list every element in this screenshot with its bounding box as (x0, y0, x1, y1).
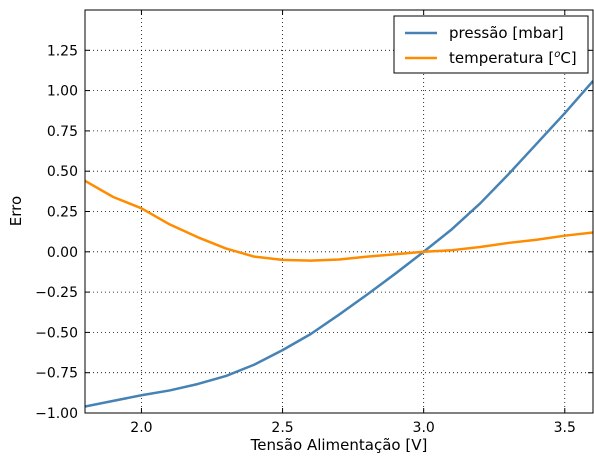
x-tick-label: 3.0 (413, 420, 435, 436)
y-axis-label: Erro (7, 196, 25, 226)
legend-label-temperatura-prefix: temperatura [ (449, 49, 554, 67)
legend-label-temperatura: temperatura [oC] (449, 49, 577, 67)
x-axis-label: Tensão Alimentação [V] (250, 436, 428, 454)
y-tick-label: 1.25 (47, 43, 78, 59)
legend-label-temperatura-superscript: o (554, 49, 560, 60)
legend-box (393, 15, 589, 74)
y-tick-label: −0.75 (35, 366, 78, 382)
y-tick-label: 0.50 (47, 164, 78, 180)
series-lines (85, 80, 593, 408)
y-tick-label: 1.00 (47, 84, 78, 100)
legend-label-pressao: pressão [mbar] (449, 24, 564, 42)
legend-label-temperatura-suffix: C] (560, 49, 576, 67)
legend: pressão [mbar] temperatura [oC] (393, 15, 589, 74)
pressao-line (85, 80, 593, 408)
y-tick-label: −1.00 (35, 406, 78, 422)
x-tick-label: 2.5 (271, 420, 293, 436)
y-tick-label: 0.25 (47, 205, 78, 221)
y-tick-label: −0.50 (35, 325, 78, 341)
y-tick-label: −0.25 (35, 285, 78, 301)
y-tick-label: 0.75 (47, 124, 78, 140)
plot-area: 2.0 2.5 3.0 3.5 −1.00 −0.75 −0.50 −0.25 0.00 0.25… (35, 9, 594, 436)
temperatura-line (85, 179, 593, 262)
x-tick-label: 3.5 (554, 420, 576, 436)
x-tick-label: 2.0 (130, 420, 152, 436)
y-tick-label: 0.00 (47, 245, 78, 261)
ticks: 2.0 2.5 3.0 3.5 −1.00 −0.75 −0.50 −0.25 0.00 0.25… (35, 10, 593, 436)
